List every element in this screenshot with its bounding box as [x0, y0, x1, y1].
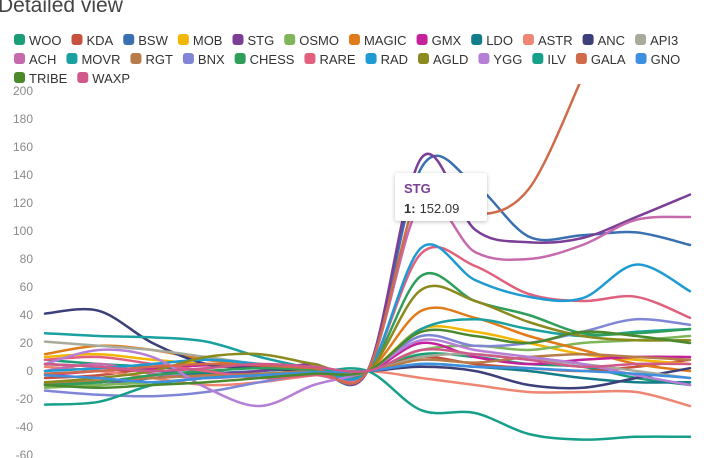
tooltip-title: STG	[404, 181, 431, 196]
series-line	[43, 84, 581, 385]
legend-swatch	[575, 53, 587, 64]
legend-swatch	[418, 53, 430, 64]
legend-label: ASTR	[538, 33, 573, 48]
legend: WOO KDA BSW MOB STG OSMO MAGIC GMX LDO ASTR ANC API…	[14, 33, 680, 86]
legend-swatch	[582, 34, 594, 45]
legend-label: ACH	[29, 52, 56, 67]
legend-swatch	[304, 53, 316, 64]
series-line	[43, 152, 692, 387]
legend-swatch	[182, 53, 194, 64]
legend-swatch	[14, 72, 25, 83]
legend-swatch	[66, 53, 78, 64]
y-tick-label: 120	[13, 196, 33, 210]
legend-swatch	[522, 34, 534, 45]
legend-label: TRIBE	[29, 71, 68, 86]
legend-label: RGT	[145, 52, 173, 67]
legend-label: STG	[247, 33, 274, 48]
legend-label: WAXP	[92, 71, 130, 86]
legend-swatch	[234, 53, 246, 64]
legend-label: RARE	[319, 52, 355, 67]
tooltip-label: 1:	[404, 201, 416, 216]
legend-label: GNO	[651, 52, 681, 67]
legend-label: CHESS	[250, 52, 295, 67]
legend-label: GALA	[591, 52, 626, 67]
legend-label: GMX	[432, 33, 462, 48]
chart-title: Detailed view	[0, 0, 124, 17]
y-axis: -60 -40 -20 0 20 40 60 80 100 120 140 160 180 200	[13, 84, 33, 458]
y-tick-label: 180	[13, 112, 33, 126]
legend-swatch	[14, 53, 25, 64]
legend-label: RAD	[381, 52, 408, 67]
legend-label: MOB	[193, 33, 223, 48]
legend-label: MOVR	[81, 52, 120, 67]
legend-swatch	[14, 34, 25, 45]
y-tick-label: -40	[16, 420, 34, 434]
legend-label: ANC	[598, 33, 625, 48]
legend-swatch	[123, 34, 135, 45]
legend-swatch	[232, 34, 244, 45]
plot-area	[43, 84, 692, 441]
legend-swatch	[478, 53, 490, 64]
tooltip: STG 1: 152.09	[395, 173, 487, 221]
y-tick-label: -20	[16, 392, 34, 406]
y-tick-label: -60	[16, 448, 34, 458]
series-line	[43, 154, 692, 387]
legend-swatch	[130, 53, 142, 64]
legend-label: MAGIC	[364, 33, 407, 48]
series-line	[43, 347, 692, 373]
y-tick-label: 160	[13, 140, 33, 154]
legend-label: OSMO	[299, 33, 339, 48]
legend-swatch	[635, 53, 647, 64]
series-line	[43, 243, 692, 381]
legend-swatch	[365, 53, 377, 64]
y-tick-label: 40	[20, 308, 34, 322]
y-tick-label: 140	[13, 168, 33, 182]
legend-swatch	[532, 53, 544, 64]
y-tick-label: 100	[13, 224, 33, 238]
legend-label: KDA	[87, 33, 114, 48]
legend-swatch	[71, 34, 83, 45]
legend-label: BSW	[138, 33, 168, 48]
legend-label: AGLD	[433, 52, 468, 67]
legend-swatch	[284, 34, 296, 45]
legend-label: ILV	[547, 52, 566, 67]
legend-label: BNX	[198, 52, 225, 67]
legend-swatch	[416, 34, 428, 45]
legend-swatch	[471, 34, 483, 45]
series-line	[43, 245, 692, 383]
y-tick-label: 20	[20, 336, 34, 350]
y-tick-label: 0	[26, 364, 33, 378]
y-tick-label: 60	[20, 280, 34, 294]
y-tick-label: 80	[20, 252, 34, 266]
tooltip-box	[395, 173, 487, 221]
tooltip-value: 152.09	[420, 201, 460, 216]
legend-swatch	[348, 34, 360, 45]
legend-label: LDO	[486, 33, 513, 48]
y-tick-label: 200	[13, 84, 33, 98]
legend-label: API3	[650, 33, 678, 48]
legend-label: YGG	[493, 52, 522, 67]
legend-label: WOO	[29, 33, 62, 48]
legend-swatch	[77, 72, 89, 83]
legend-swatch	[177, 34, 189, 45]
legend-swatch	[635, 34, 647, 45]
